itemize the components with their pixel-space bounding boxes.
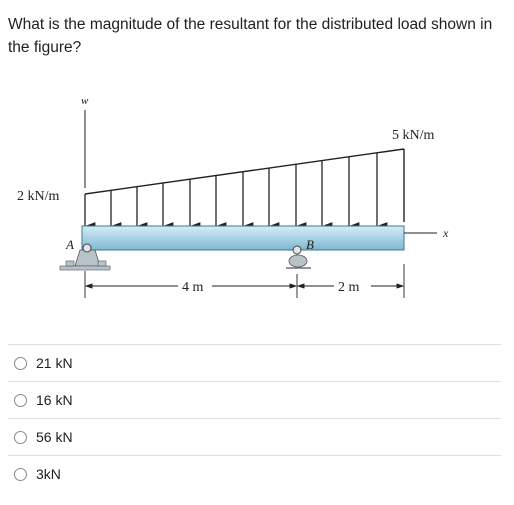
load-top-line xyxy=(84,148,405,195)
option-label: 21 kN xyxy=(36,355,73,371)
option-56-kn[interactable]: 56 kN xyxy=(8,418,501,455)
distributed-load-figure: w 2 kN/m 5 kN/m x A B xyxy=(17,95,449,298)
question-text: What is the magnitude of the resultant f… xyxy=(8,16,493,56)
span-ab-label: 4 m xyxy=(182,280,204,295)
radio-button[interactable] xyxy=(14,393,27,407)
left-intensity-label: 2 kN/m xyxy=(17,189,60,204)
right-intensity-label: 5 kN/m xyxy=(392,128,435,143)
pin-support-a xyxy=(59,243,111,271)
radio-button[interactable] xyxy=(14,430,27,444)
beam xyxy=(81,225,405,251)
roller-support-b xyxy=(286,245,311,269)
option-21-kn[interactable]: 21 kN xyxy=(8,344,501,381)
option-label: 16 kN xyxy=(36,392,73,408)
option-16-kn[interactable]: 16 kN xyxy=(8,381,501,418)
point-b-label: B xyxy=(306,237,314,252)
option-3-kn[interactable]: 3kN xyxy=(8,455,501,492)
w-axis-label: w xyxy=(81,95,89,107)
dimension-lines xyxy=(84,264,405,298)
span-overhang-label: 2 m xyxy=(338,280,360,295)
answer-options: 21 kN 16 kN 56 kN 3kN xyxy=(8,344,501,492)
option-label: 3kN xyxy=(36,466,61,482)
radio-button[interactable] xyxy=(14,356,27,370)
radio-button[interactable] xyxy=(14,467,27,481)
load-arrows xyxy=(84,153,388,230)
option-label: 56 kN xyxy=(36,429,73,445)
point-a-label: A xyxy=(65,237,74,252)
x-axis-label: x xyxy=(442,226,449,240)
